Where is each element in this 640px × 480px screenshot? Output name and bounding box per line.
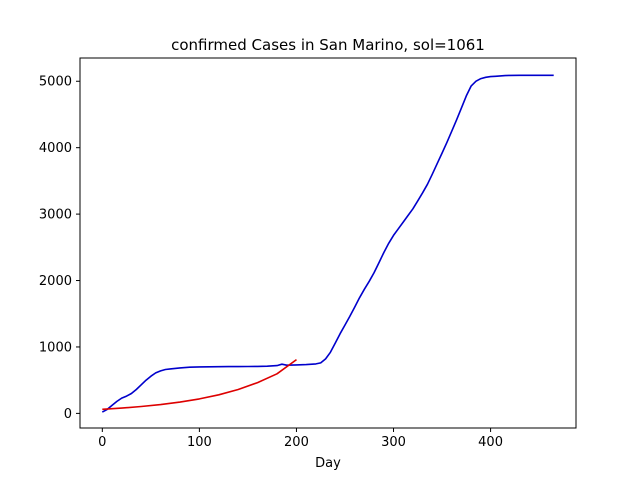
x-tick-label: 300 [381, 435, 406, 450]
x-tick-label: 400 [478, 435, 503, 450]
plot-frame [79, 57, 577, 429]
plot-area [101, 74, 554, 413]
y-tick-label: 3000 [39, 208, 72, 223]
x-tick-label: 200 [284, 435, 309, 450]
series-line-0 [101, 74, 554, 413]
y-tick-label: 5000 [39, 75, 72, 90]
x-axis: 0 100 200 300 400 [98, 428, 503, 450]
x-axis-label: Day [315, 456, 341, 471]
chart-title: confirmed Cases in San Marino, sol=1061 [171, 36, 485, 54]
x-tick-label: 0 [98, 435, 106, 450]
y-tick-label: 4000 [39, 141, 72, 156]
series-line-1 [102, 358, 297, 411]
y-tick-label: 1000 [39, 340, 72, 355]
x-tick-label: 100 [187, 435, 212, 450]
y-axis: 0 1000 2000 3000 4000 5000 [39, 75, 80, 422]
y-tick-label: 0 [64, 407, 72, 422]
y-tick-label: 2000 [39, 274, 72, 289]
